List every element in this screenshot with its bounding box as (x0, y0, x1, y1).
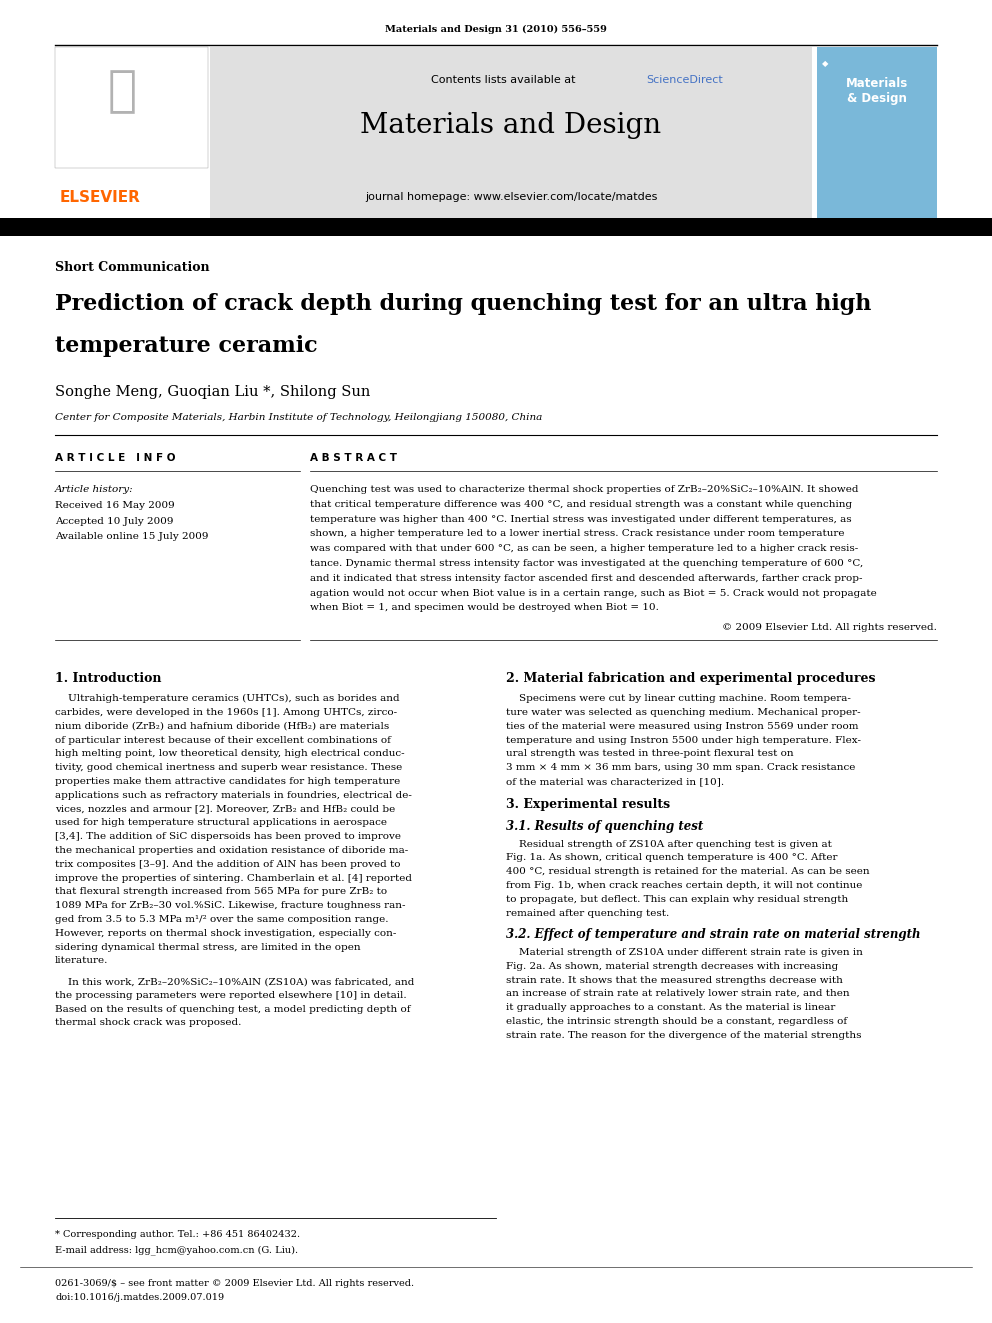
Text: Prediction of crack depth during quenching test for an ultra high: Prediction of crack depth during quenchi… (55, 292, 871, 315)
Text: E-mail address: lgg_hcm@yahoo.com.cn (G. Liu).: E-mail address: lgg_hcm@yahoo.com.cn (G.… (55, 1245, 299, 1254)
Text: In this work, ZrB₂–20%SiC₂–10%AlN (ZS10A) was fabricated, and: In this work, ZrB₂–20%SiC₂–10%AlN (ZS10A… (55, 978, 415, 986)
Text: ged from 3.5 to 5.3 MPa m¹/² over the same composition range.: ged from 3.5 to 5.3 MPa m¹/² over the sa… (55, 916, 389, 923)
Text: trix composites [3–9]. And the addition of AlN has been proved to: trix composites [3–9]. And the addition … (55, 860, 401, 869)
Text: to propagate, but deflect. This can explain why residual strength: to propagate, but deflect. This can expl… (506, 894, 848, 904)
Text: nium diboride (ZrB₂) and hafnium diboride (HfB₂) are materials: nium diboride (ZrB₂) and hafnium diborid… (55, 722, 389, 730)
Text: strain rate. The reason for the divergence of the material strengths: strain rate. The reason for the divergen… (506, 1031, 861, 1040)
Text: temperature ceramic: temperature ceramic (55, 335, 317, 357)
Text: 🌳: 🌳 (108, 67, 137, 115)
Text: Materials
& Design: Materials & Design (846, 77, 908, 105)
Bar (210, 48, 812, 218)
Text: properties make them attractive candidates for high temperature: properties make them attractive candidat… (55, 777, 400, 786)
Text: Center for Composite Materials, Harbin Institute of Technology, Heilongjiang 150: Center for Composite Materials, Harbin I… (55, 413, 543, 422)
Text: [3,4]. The addition of SiC dispersoids has been proved to improve: [3,4]. The addition of SiC dispersoids h… (55, 832, 401, 841)
Bar (0, 218, 992, 235)
Text: shown, a higher temperature led to a lower inertial stress. Crack resistance und: shown, a higher temperature led to a low… (310, 529, 844, 538)
Text: was compared with that under 600 °C, as can be seen, a higher temperature led to: was compared with that under 600 °C, as … (310, 544, 858, 553)
Text: improve the properties of sintering. Chamberlain et al. [4] reported: improve the properties of sintering. Cha… (55, 873, 412, 882)
Text: 1089 MPa for ZrB₂–30 vol.%SiC. Likewise, fracture toughness ran-: 1089 MPa for ZrB₂–30 vol.%SiC. Likewise,… (55, 901, 406, 910)
Text: Materials and Design 31 (2010) 556–559: Materials and Design 31 (2010) 556–559 (385, 25, 607, 34)
Text: Materials and Design: Materials and Design (360, 112, 662, 139)
Bar (817, 48, 937, 218)
Text: 400 °C, residual strength is retained for the material. As can be seen: 400 °C, residual strength is retained fo… (506, 868, 870, 876)
Text: 2. Material fabrication and experimental procedures: 2. Material fabrication and experimental… (506, 672, 876, 685)
Text: the mechanical properties and oxidation resistance of diboride ma-: the mechanical properties and oxidation … (55, 845, 409, 855)
Text: Quenching test was used to characterize thermal shock properties of ZrB₂–20%SiC₂: Quenching test was used to characterize … (310, 486, 858, 493)
Text: Contents lists available at: Contents lists available at (431, 75, 579, 85)
Text: agation would not occur when Biot value is in a certain range, such as Biot = 5.: agation would not occur when Biot value … (310, 589, 877, 598)
Text: 0261-3069/$ – see front matter © 2009 Elsevier Ltd. All rights reserved.: 0261-3069/$ – see front matter © 2009 El… (55, 1279, 414, 1289)
Text: 3.1. Results of quenching test: 3.1. Results of quenching test (506, 820, 703, 832)
Bar (55, 48, 208, 168)
Text: it gradually approaches to a constant. As the material is linear: it gradually approaches to a constant. A… (506, 1003, 835, 1012)
Text: and it indicated that stress intensity factor ascended first and descended after: and it indicated that stress intensity f… (310, 574, 862, 583)
Text: Ultrahigh-temperature ceramics (UHTCs), such as borides and: Ultrahigh-temperature ceramics (UHTCs), … (55, 695, 400, 704)
Text: applications such as refractory materials in foundries, electrical de-: applications such as refractory material… (55, 791, 412, 800)
Text: 3. Experimental results: 3. Experimental results (506, 798, 671, 811)
Text: Material strength of ZS10A under different strain rate is given in: Material strength of ZS10A under differe… (506, 949, 863, 957)
Text: from Fig. 1b, when crack reaches certain depth, it will not continue: from Fig. 1b, when crack reaches certain… (506, 881, 862, 890)
Text: © 2009 Elsevier Ltd. All rights reserved.: © 2009 Elsevier Ltd. All rights reserved… (722, 623, 937, 632)
Text: ELSEVIER: ELSEVIER (60, 191, 141, 205)
Text: Specimens were cut by linear cutting machine. Room tempera-: Specimens were cut by linear cutting mac… (506, 695, 851, 704)
Text: * Corresponding author. Tel.: +86 451 86402432.: * Corresponding author. Tel.: +86 451 86… (55, 1230, 301, 1240)
Text: Received 16 May 2009: Received 16 May 2009 (55, 501, 175, 511)
Text: the processing parameters were reported elsewhere [10] in detail.: the processing parameters were reported … (55, 991, 407, 1000)
Text: elastic, the intrinsic strength should be a constant, regardless of: elastic, the intrinsic strength should b… (506, 1017, 847, 1027)
Text: Available online 15 July 2009: Available online 15 July 2009 (55, 532, 208, 541)
Text: strain rate. It shows that the measured strengths decrease with: strain rate. It shows that the measured … (506, 975, 843, 984)
Text: ture water was selected as quenching medium. Mechanical proper-: ture water was selected as quenching med… (506, 708, 861, 717)
Text: Short Communication: Short Communication (55, 261, 209, 274)
Text: of particular interest because of their excellent combinations of: of particular interest because of their … (55, 736, 391, 745)
Text: However, reports on thermal shock investigation, especially con-: However, reports on thermal shock invest… (55, 929, 397, 938)
Text: that flexural strength increased from 565 MPa for pure ZrB₂ to: that flexural strength increased from 56… (55, 888, 387, 897)
Text: 3.2. Effect of temperature and strain rate on material strength: 3.2. Effect of temperature and strain ra… (506, 927, 921, 941)
Text: ties of the material were measured using Instron 5569 under room: ties of the material were measured using… (506, 722, 858, 730)
Text: vices, nozzles and armour [2]. Moreover, ZrB₂ and HfB₂ could be: vices, nozzles and armour [2]. Moreover,… (55, 804, 395, 814)
Text: 3 mm × 4 mm × 36 mm bars, using 30 mm span. Crack resistance: 3 mm × 4 mm × 36 mm bars, using 30 mm sp… (506, 763, 855, 773)
Text: an increase of strain rate at relatively lower strain rate, and then: an increase of strain rate at relatively… (506, 990, 849, 999)
Text: carbides, were developed in the 1960s [1]. Among UHTCs, zirco-: carbides, were developed in the 1960s [1… (55, 708, 397, 717)
Bar (55, 218, 937, 235)
Text: Residual strength of ZS10A after quenching test is given at: Residual strength of ZS10A after quenchi… (506, 840, 832, 848)
Text: journal homepage: www.elsevier.com/locate/matdes: journal homepage: www.elsevier.com/locat… (365, 192, 657, 202)
Text: that critical temperature difference was 400 °C, and residual strength was a con: that critical temperature difference was… (310, 500, 852, 509)
Text: sidering dynamical thermal stress, are limited in the open: sidering dynamical thermal stress, are l… (55, 942, 361, 951)
Text: tance. Dynamic thermal stress intensity factor was investigated at the quenching: tance. Dynamic thermal stress intensity … (310, 560, 863, 568)
Text: when Biot = 1, and specimen would be destroyed when Biot = 10.: when Biot = 1, and specimen would be des… (310, 603, 659, 613)
Text: high melting point, low theoretical density, high electrical conduc-: high melting point, low theoretical dens… (55, 749, 405, 758)
Text: used for high temperature structural applications in aerospace: used for high temperature structural app… (55, 819, 387, 827)
Text: ScienceDirect: ScienceDirect (646, 75, 723, 85)
Text: of the material was characterized in [10].: of the material was characterized in [10… (506, 777, 724, 786)
Text: Fig. 2a. As shown, material strength decreases with increasing: Fig. 2a. As shown, material strength dec… (506, 962, 838, 971)
Text: Fig. 1a. As shown, critical quench temperature is 400 °C. After: Fig. 1a. As shown, critical quench tempe… (506, 853, 837, 863)
Text: Songhe Meng, Guoqian Liu *, Shilong Sun: Songhe Meng, Guoqian Liu *, Shilong Sun (55, 385, 370, 400)
Text: A R T I C L E   I N F O: A R T I C L E I N F O (55, 452, 176, 463)
Text: Accepted 10 July 2009: Accepted 10 July 2009 (55, 517, 174, 527)
Text: temperature was higher than 400 °C. Inertial stress was investigated under diffe: temperature was higher than 400 °C. Iner… (310, 515, 851, 524)
Text: doi:10.1016/j.matdes.2009.07.019: doi:10.1016/j.matdes.2009.07.019 (55, 1293, 224, 1302)
Text: 1. Introduction: 1. Introduction (55, 672, 162, 685)
Text: remained after quenching test.: remained after quenching test. (506, 909, 670, 918)
Text: Article history:: Article history: (55, 486, 134, 493)
Text: ural strength was tested in three-point flexural test on: ural strength was tested in three-point … (506, 749, 794, 758)
Text: Based on the results of quenching test, a model predicting depth of: Based on the results of quenching test, … (55, 1004, 411, 1013)
Text: thermal shock crack was proposed.: thermal shock crack was proposed. (55, 1019, 241, 1028)
Text: A B S T R A C T: A B S T R A C T (310, 452, 397, 463)
Text: tivity, good chemical inertness and superb wear resistance. These: tivity, good chemical inertness and supe… (55, 763, 402, 773)
Text: ◆: ◆ (822, 60, 828, 67)
Text: temperature and using Instron 5500 under high temperature. Flex-: temperature and using Instron 5500 under… (506, 736, 861, 745)
Text: literature.: literature. (55, 957, 108, 966)
